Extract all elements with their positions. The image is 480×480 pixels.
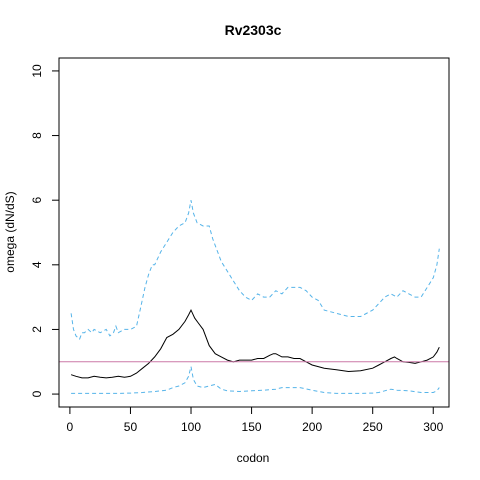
x-tick-label: 200 <box>302 420 322 434</box>
series-line-upper <box>70 200 440 340</box>
y-tick-label: 8 <box>30 132 44 139</box>
x-tick-label: 150 <box>242 420 262 434</box>
x-tick-label: 100 <box>181 420 201 434</box>
x-axis: 0 50 100 150 200 250 300 <box>67 406 444 434</box>
x-tick-label: 50 <box>124 420 138 434</box>
x-axis-label: codon <box>237 451 270 465</box>
series-line-estimate <box>70 308 440 379</box>
y-tick-label: 6 <box>30 197 44 204</box>
y-tick-label: 2 <box>30 326 44 333</box>
y-axis-label: omega (dN/dS) <box>3 191 17 272</box>
y-axis: 0 2 4 6 8 10 <box>30 64 60 397</box>
series-layer <box>70 200 440 394</box>
x-tick-label: 250 <box>363 420 383 434</box>
y-tick-label: 0 <box>30 390 44 397</box>
chart-title: Rv2303c <box>225 22 282 38</box>
y-tick-label: 4 <box>30 261 44 268</box>
x-tick-label: 300 <box>423 420 443 434</box>
plot-frame <box>58 57 450 408</box>
series-line-lower <box>71 366 440 394</box>
x-tick-label: 0 <box>67 420 74 434</box>
y-tick-label: 10 <box>30 64 44 78</box>
